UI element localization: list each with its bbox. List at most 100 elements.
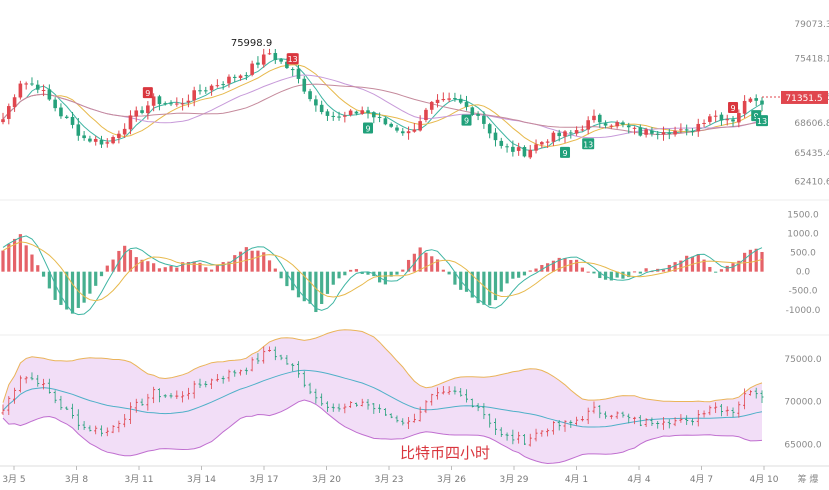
bb-lower — [2, 399, 763, 465]
candle-body-108 — [626, 125, 631, 128]
candle-body-125 — [725, 119, 730, 121]
macd-bar-49 — [285, 271, 289, 287]
candle-body-83 — [482, 115, 486, 124]
td-marker-box-1 — [728, 102, 739, 114]
macd-bar-31 — [181, 262, 185, 272]
candle-body-1 — [6, 106, 11, 119]
candle-body-116 — [673, 130, 677, 135]
x-axis: 3月 5 3月 8 3月 11 3月 14 3月 17 3月 20 3月 23 3月 26 3月… — [2, 466, 779, 485]
candle-body-23 — [134, 110, 139, 117]
macd-bar-92 — [534, 268, 538, 272]
candle-body-84 — [487, 124, 492, 134]
macd-bar-69 — [401, 269, 405, 272]
candle-body-129 — [748, 98, 753, 102]
y-tick-macd-1: 1000.0 — [787, 230, 819, 240]
candle-body-91 — [528, 149, 533, 158]
candle-body-44 — [256, 62, 260, 65]
td-marker-box-4 — [286, 53, 299, 65]
candle-body-34 — [198, 90, 202, 92]
td-marker-label-6: 13 — [757, 117, 767, 126]
macd-bar-100 — [580, 267, 584, 272]
candle-body-47 — [273, 52, 278, 61]
x-tick-9: 4月 1 — [565, 474, 588, 485]
macd-bar-52 — [302, 271, 306, 302]
macd-bar-90 — [522, 271, 527, 276]
macd-line-1 — [2, 241, 763, 302]
y-tick-bb-1: 70000.0 — [784, 398, 821, 408]
candle-body-80 — [464, 102, 469, 107]
macd-bar-39 — [227, 261, 231, 272]
macd-bar-112 — [650, 271, 654, 273]
candle-body-36 — [209, 85, 214, 91]
candle-body-130 — [754, 98, 759, 101]
candle-body-123 — [713, 115, 718, 117]
candle-body-12 — [70, 116, 75, 125]
macd-bar-129 — [748, 249, 753, 272]
last-price-label: 71351.5 — [785, 94, 822, 104]
candle-body-124 — [719, 114, 724, 121]
td-marker-label-1: 9 — [730, 104, 735, 113]
x-tick-1: 3月 8 — [65, 474, 89, 485]
y-tick-price-4: 65435.4 — [794, 149, 829, 159]
candle-body-45 — [261, 54, 266, 65]
candle-body-105 — [609, 125, 614, 127]
macd-bar-30 — [175, 267, 179, 272]
macd-bar-70 — [406, 259, 411, 272]
candle-body-102 — [592, 115, 596, 121]
macd-bar-9 — [53, 271, 57, 300]
candle-body-126 — [731, 119, 735, 122]
candle-body-81 — [470, 107, 475, 115]
macd-bar-105 — [609, 271, 613, 281]
macd-bar-131 — [760, 251, 764, 272]
macd-bar-50 — [291, 271, 295, 291]
candle-body-43 — [250, 63, 254, 75]
candle-body-6 — [35, 84, 40, 90]
macd-bar-67 — [389, 271, 393, 277]
candle-body-112 — [650, 130, 654, 134]
candle-body-90 — [522, 147, 527, 157]
candle-body-19 — [111, 136, 115, 144]
macd-bar-37 — [215, 264, 219, 272]
candle-body-96 — [557, 132, 562, 137]
x-tick-12: 4月 10 — [749, 474, 778, 485]
macd-bar-22 — [128, 250, 133, 272]
candle-body-4 — [24, 83, 28, 85]
candle-body-60 — [348, 110, 353, 116]
candle-body-76 — [441, 99, 446, 101]
macd-bar-123 — [714, 271, 718, 273]
macd-bar-11 — [65, 271, 69, 310]
candle-body-35 — [203, 90, 208, 92]
candle-body-107 — [621, 122, 625, 125]
macd-bar-116 — [673, 262, 677, 272]
candle-body-78 — [453, 98, 457, 100]
macd-bar-27 — [157, 268, 162, 272]
candle-body-79 — [458, 98, 463, 103]
macd-bar-96 — [557, 257, 561, 272]
candle-body-16 — [93, 138, 98, 142]
candle-body-77 — [447, 98, 451, 100]
bb-middle — [2, 369, 763, 428]
macd-bar-91 — [528, 270, 532, 272]
candle-body-104 — [603, 123, 608, 126]
candle-body-94 — [545, 141, 550, 143]
y-tick-macd-0: 1500.0 — [787, 211, 819, 221]
macd-bar-84 — [488, 271, 492, 306]
y-tick-macd-3: 0.0 — [796, 268, 811, 278]
candle-body-68 — [395, 127, 399, 131]
td-marker-label-9: 9 — [562, 149, 567, 158]
candle-body-52 — [302, 78, 307, 92]
macd-bar-99 — [574, 259, 579, 272]
macd-bar-42 — [244, 247, 248, 272]
macd-bar-81 — [470, 271, 474, 298]
candle-body-51 — [296, 68, 301, 79]
candle-body-87 — [505, 146, 509, 148]
macd-bar-10 — [59, 271, 63, 305]
y-tick-macd-5: -1000.0 — [786, 306, 821, 316]
candle-body-40 — [232, 76, 237, 78]
candle-body-114 — [661, 132, 666, 135]
macd-bar-7 — [41, 271, 46, 277]
candle-body-111 — [644, 129, 648, 135]
candle-body-95 — [551, 132, 556, 142]
macd-bar-77 — [447, 271, 451, 275]
